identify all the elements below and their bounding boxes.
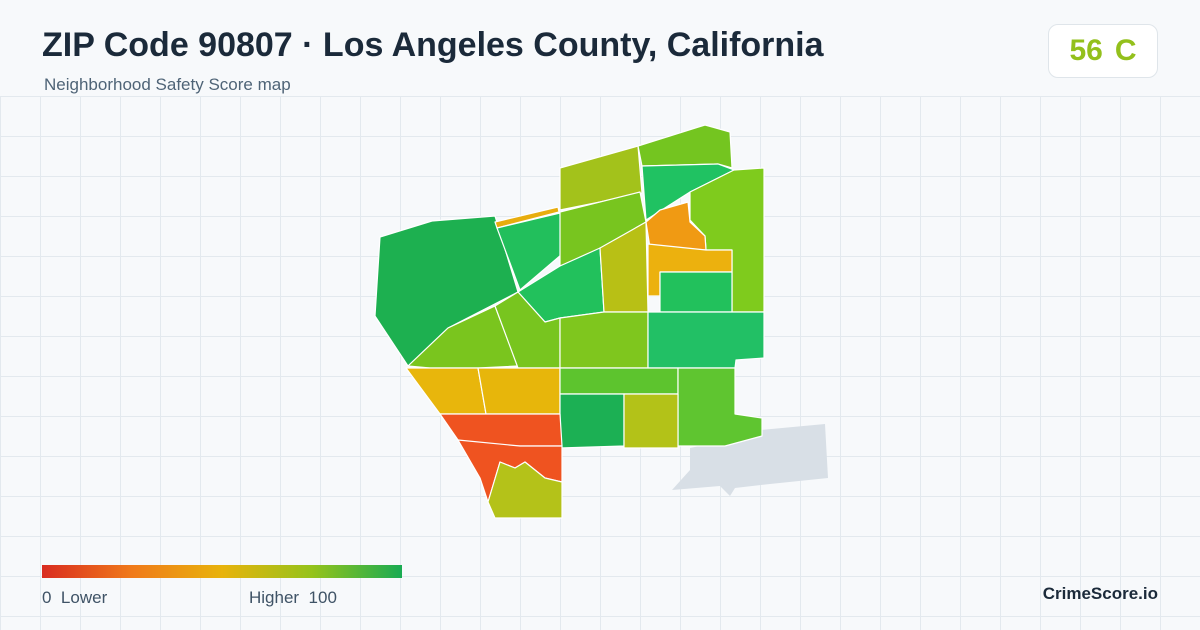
score-value: 56 bbox=[1069, 34, 1103, 67]
neighbor-area bbox=[672, 424, 828, 496]
score-grade: C bbox=[1114, 34, 1137, 67]
page-subtitle: Neighborhood Safety Score map bbox=[44, 75, 291, 94]
map-region[interactable] bbox=[659, 271, 733, 313]
map-region[interactable] bbox=[559, 367, 679, 395]
map-region[interactable] bbox=[647, 311, 765, 369]
brand-logo-text: CrimeScore.io bbox=[1042, 584, 1158, 603]
map-region[interactable] bbox=[494, 206, 560, 229]
legend-gradient-bar bbox=[42, 565, 402, 578]
map-region[interactable] bbox=[405, 367, 487, 415]
legend-low: 0 Lower bbox=[42, 588, 107, 608]
legend-low-value: 0 bbox=[42, 588, 52, 607]
legend-low-label: Lower bbox=[60, 588, 108, 607]
safety-score-badge: 56 C bbox=[1048, 24, 1158, 78]
legend-high: Higher 100 bbox=[249, 588, 337, 608]
map-region[interactable] bbox=[623, 393, 679, 449]
page-title: ZIP Code 90807 · Los Angeles County, Cal… bbox=[42, 26, 824, 64]
map-region[interactable] bbox=[677, 367, 763, 447]
legend-high-label: Higher bbox=[249, 588, 300, 607]
map-region[interactable] bbox=[559, 393, 625, 449]
legend-high-value: 100 bbox=[308, 588, 337, 607]
map-region[interactable] bbox=[374, 215, 519, 367]
map-region[interactable] bbox=[477, 367, 561, 415]
map-region[interactable] bbox=[487, 461, 563, 519]
map-region[interactable] bbox=[637, 124, 733, 169]
map-region[interactable] bbox=[559, 311, 649, 369]
